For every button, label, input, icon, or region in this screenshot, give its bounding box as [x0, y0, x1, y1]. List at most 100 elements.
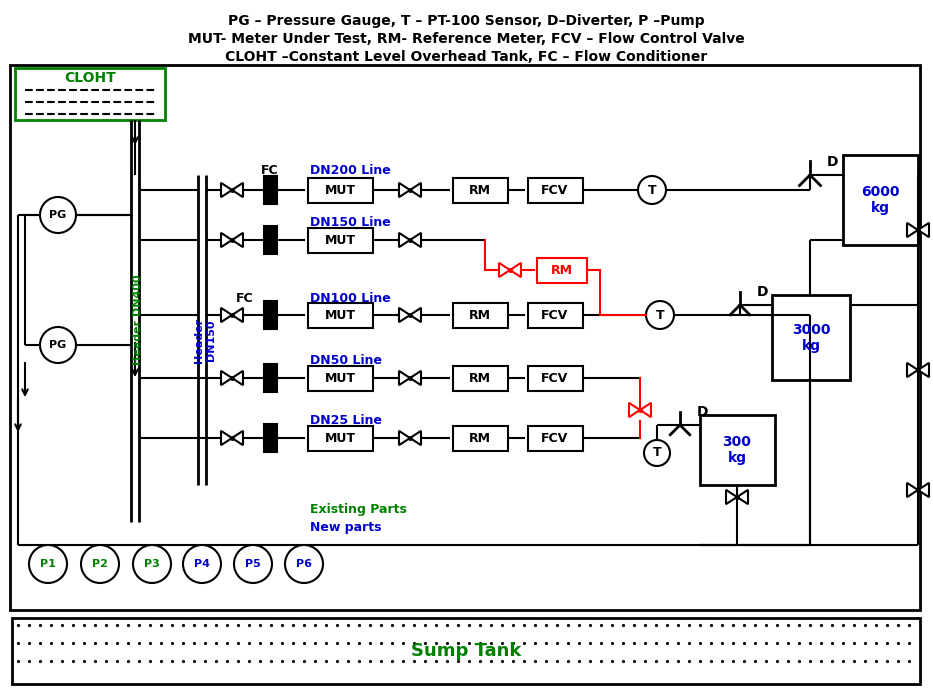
- Polygon shape: [232, 233, 243, 247]
- Bar: [263, 226, 276, 254]
- Text: RM: RM: [551, 264, 573, 276]
- Text: P1: P1: [40, 559, 56, 569]
- Text: Sump Tank: Sump Tank: [411, 642, 522, 660]
- Polygon shape: [221, 371, 232, 385]
- Bar: [263, 364, 276, 392]
- Polygon shape: [918, 223, 929, 237]
- Text: P4: P4: [194, 559, 210, 569]
- Circle shape: [81, 545, 119, 583]
- Bar: [263, 424, 276, 452]
- Bar: [527, 303, 582, 328]
- Text: PG: PG: [49, 340, 66, 350]
- Bar: [453, 178, 508, 203]
- Circle shape: [646, 301, 674, 329]
- Circle shape: [285, 545, 323, 583]
- Polygon shape: [399, 183, 410, 197]
- Text: RM: RM: [469, 309, 491, 321]
- Text: D: D: [696, 405, 708, 419]
- Bar: [308, 178, 372, 203]
- Polygon shape: [221, 183, 232, 197]
- Polygon shape: [918, 483, 929, 497]
- Text: Header
DN150: Header DN150: [194, 317, 216, 362]
- Polygon shape: [907, 223, 918, 237]
- Text: T: T: [653, 446, 661, 459]
- Polygon shape: [410, 371, 421, 385]
- Polygon shape: [918, 363, 929, 377]
- Bar: [537, 257, 587, 282]
- Text: DN200 Line: DN200 Line: [310, 164, 391, 176]
- Bar: [700, 415, 775, 485]
- Text: MUT: MUT: [325, 432, 355, 444]
- Text: PG: PG: [49, 210, 66, 220]
- Text: 300
kg: 300 kg: [722, 435, 751, 465]
- Bar: [453, 425, 508, 450]
- Bar: [15, 68, 165, 120]
- Polygon shape: [221, 233, 232, 247]
- Text: MUT: MUT: [325, 309, 355, 321]
- Polygon shape: [410, 183, 421, 197]
- Polygon shape: [399, 371, 410, 385]
- Text: FCV: FCV: [541, 183, 568, 196]
- Circle shape: [234, 545, 272, 583]
- Bar: [843, 155, 918, 245]
- Text: DN50 Line: DN50 Line: [310, 353, 382, 366]
- Polygon shape: [907, 363, 918, 377]
- Text: RM: RM: [469, 371, 491, 384]
- Bar: [527, 425, 582, 450]
- Text: New parts: New parts: [310, 521, 382, 534]
- Polygon shape: [737, 490, 748, 504]
- Text: D: D: [757, 285, 768, 299]
- Polygon shape: [232, 183, 243, 197]
- Bar: [263, 301, 276, 329]
- Polygon shape: [410, 308, 421, 322]
- Polygon shape: [399, 308, 410, 322]
- Text: FCV: FCV: [541, 309, 568, 321]
- Text: Header DN400: Header DN400: [133, 275, 143, 365]
- Text: FC: FC: [261, 164, 279, 176]
- Text: 6000
kg: 6000 kg: [861, 185, 899, 215]
- Text: RM: RM: [469, 432, 491, 444]
- Text: DN25 Line: DN25 Line: [310, 414, 382, 427]
- Bar: [453, 303, 508, 328]
- Polygon shape: [399, 233, 410, 247]
- Text: T: T: [656, 309, 664, 321]
- Circle shape: [133, 545, 171, 583]
- Bar: [527, 366, 582, 391]
- Text: P6: P6: [296, 559, 312, 569]
- Text: P5: P5: [245, 559, 261, 569]
- Polygon shape: [232, 371, 243, 385]
- Polygon shape: [232, 308, 243, 322]
- Circle shape: [638, 176, 666, 204]
- Polygon shape: [726, 490, 737, 504]
- Polygon shape: [499, 263, 510, 277]
- Polygon shape: [410, 431, 421, 445]
- Text: D: D: [827, 155, 838, 169]
- Text: FCV: FCV: [541, 371, 568, 384]
- Circle shape: [29, 545, 67, 583]
- Polygon shape: [221, 308, 232, 322]
- Polygon shape: [221, 431, 232, 445]
- Bar: [453, 366, 508, 391]
- Bar: [10, 65, 920, 610]
- Text: P3: P3: [144, 559, 160, 569]
- Circle shape: [40, 197, 76, 233]
- Bar: [772, 295, 850, 380]
- Circle shape: [644, 440, 670, 466]
- Polygon shape: [410, 233, 421, 247]
- Text: P2: P2: [92, 559, 108, 569]
- Text: Existing Parts: Existing Parts: [310, 504, 407, 516]
- Text: CLOHT –Constant Level Overhead Tank, FC – Flow Conditioner: CLOHT –Constant Level Overhead Tank, FC …: [225, 50, 707, 64]
- Text: MUT: MUT: [325, 233, 355, 246]
- Polygon shape: [232, 431, 243, 445]
- Polygon shape: [399, 431, 410, 445]
- Bar: [527, 178, 582, 203]
- Text: FCV: FCV: [541, 432, 568, 444]
- Text: DN100 Line: DN100 Line: [310, 291, 391, 305]
- Bar: [308, 366, 372, 391]
- Bar: [12, 618, 920, 684]
- Text: T: T: [648, 183, 656, 196]
- Bar: [308, 228, 372, 253]
- Polygon shape: [907, 483, 918, 497]
- Text: MUT- Meter Under Test, RM- Reference Meter, FCV – Flow Control Valve: MUT- Meter Under Test, RM- Reference Met…: [188, 32, 745, 46]
- Text: 3000
kg: 3000 kg: [792, 323, 830, 353]
